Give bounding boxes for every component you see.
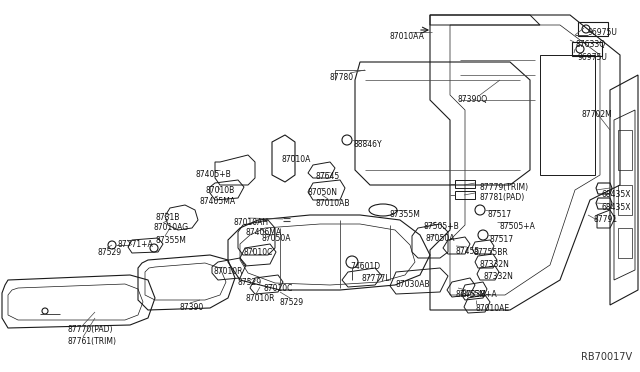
Bar (455, 191, 475, 199)
Text: 87791: 87791 (593, 215, 617, 224)
Text: 87505+A: 87505+A (500, 222, 536, 231)
Text: 87781(PAD): 87781(PAD) (480, 193, 525, 202)
Text: 87517: 87517 (487, 210, 511, 219)
Text: 87010C: 87010C (243, 248, 273, 257)
Text: 87050A: 87050A (261, 234, 291, 243)
Text: 87455: 87455 (455, 247, 479, 256)
Text: RB70017V: RB70017V (581, 352, 632, 362)
Text: 87010R: 87010R (213, 267, 243, 276)
Text: 87050N: 87050N (308, 188, 338, 197)
Text: 87355M: 87355M (390, 210, 421, 219)
Text: 87455M: 87455M (456, 290, 487, 299)
Text: 87332N: 87332N (480, 260, 510, 269)
Text: 87010B: 87010B (206, 186, 236, 195)
Text: 87771+A: 87771+A (118, 240, 154, 249)
Bar (618, 185, 632, 215)
Text: 68435X: 68435X (602, 190, 632, 199)
Text: 87010AE: 87010AE (476, 304, 510, 313)
Text: 87761(TRIM): 87761(TRIM) (68, 337, 117, 346)
Text: 87355M: 87355M (155, 236, 186, 245)
Text: 87405+B: 87405+B (196, 170, 232, 179)
Text: 87777L: 87777L (362, 274, 390, 283)
Text: 87010A: 87010A (282, 155, 312, 164)
Text: 87338+A: 87338+A (462, 290, 498, 299)
Text: 87517: 87517 (490, 235, 514, 244)
Text: 87755BR: 87755BR (473, 248, 508, 257)
Text: 68435X: 68435X (602, 203, 632, 212)
Text: 87030AB: 87030AB (395, 280, 429, 289)
Text: 8731B: 8731B (155, 213, 179, 222)
Text: 96975U: 96975U (588, 28, 618, 37)
Text: 87332N: 87332N (483, 272, 513, 281)
Bar (572, 42, 602, 56)
Text: 87390Q: 87390Q (458, 95, 488, 104)
Text: 87770(PAD): 87770(PAD) (68, 325, 113, 334)
Text: 87010AH: 87010AH (233, 218, 268, 227)
Text: 87529: 87529 (280, 298, 304, 307)
Bar (618, 228, 632, 258)
Text: 87779(TRIM): 87779(TRIM) (480, 183, 529, 192)
Text: 87505+B: 87505+B (424, 222, 460, 231)
Text: 88846Y: 88846Y (353, 140, 381, 149)
Text: 87010AB: 87010AB (315, 199, 349, 208)
Text: 87405MA: 87405MA (200, 197, 236, 206)
Text: 87529: 87529 (238, 278, 262, 287)
Text: 87406MA: 87406MA (245, 228, 281, 237)
Text: 74601D: 74601D (350, 262, 380, 271)
Text: 87390: 87390 (180, 303, 204, 312)
Bar (578, 22, 608, 36)
Text: 87010C: 87010C (263, 284, 292, 293)
Text: 87645: 87645 (315, 172, 339, 181)
Text: 87010AA: 87010AA (390, 32, 425, 41)
Text: 87010AG: 87010AG (153, 223, 188, 232)
Bar (455, 180, 475, 188)
Text: 87050A: 87050A (426, 234, 456, 243)
Text: 87529: 87529 (98, 248, 122, 257)
Text: 87010R: 87010R (246, 294, 275, 303)
Text: 87633Q: 87633Q (575, 40, 605, 49)
Text: 87780: 87780 (330, 73, 354, 82)
Text: 87702M: 87702M (582, 110, 612, 119)
Text: 96975U: 96975U (578, 53, 608, 62)
Bar (618, 130, 632, 170)
